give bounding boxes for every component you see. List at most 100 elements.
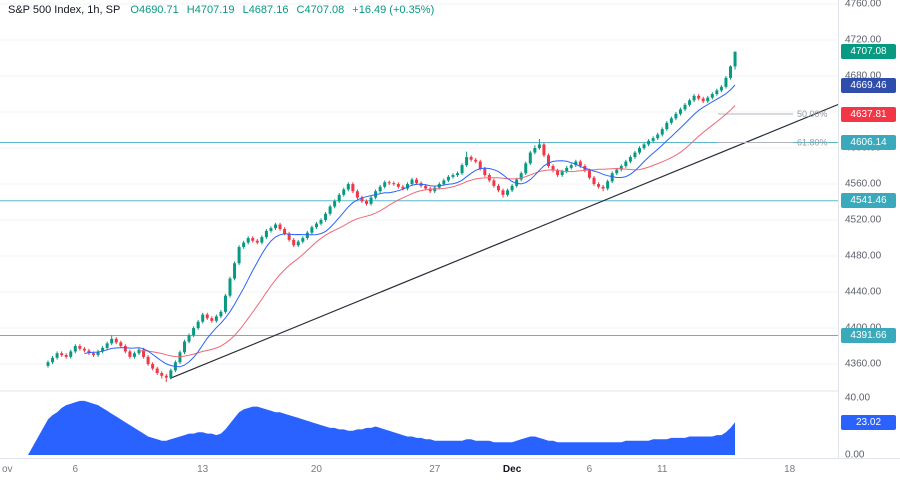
candle-body (719, 86, 723, 91)
price-axis[interactable]: 4760.004720.004680.004640.004600.004560.… (838, 0, 900, 461)
time-tick-label: 6 (72, 464, 79, 475)
candle-body (114, 338, 118, 343)
axis-tick-label: 4520.00 (845, 214, 882, 226)
price-badge: 4606.14 (841, 135, 896, 151)
axis-tick-label: 4560.00 (845, 178, 882, 190)
candle-body (342, 189, 346, 195)
time-tick-label: 13 (197, 464, 209, 475)
candle-body (365, 201, 368, 204)
time-tick-label: 27 (429, 464, 441, 475)
candle-body (692, 95, 696, 101)
candle-body (92, 353, 95, 356)
candle-body (137, 349, 141, 354)
price-badge: 23.02 (841, 414, 896, 430)
candle-body (515, 179, 519, 186)
candle-body (547, 155, 550, 167)
candle-body (287, 233, 291, 240)
axis-tick-label: 4480.00 (845, 250, 882, 262)
candle-body (424, 185, 428, 189)
axis-tick-label: 4760.00 (845, 0, 882, 10)
candle-body (446, 176, 450, 181)
high-readout: H4707.19 (187, 4, 235, 16)
candle-body (264, 230, 268, 238)
candle-body (324, 213, 328, 221)
candle-body (474, 159, 478, 162)
candle-body (665, 122, 669, 130)
candle-body (724, 77, 728, 87)
candle-body (333, 201, 337, 207)
candle-body (624, 161, 628, 167)
candle-body (587, 170, 591, 178)
candle-body (169, 370, 173, 378)
candle-body (733, 51, 737, 67)
candle-body (410, 179, 414, 185)
candle-body (214, 316, 218, 321)
candle-body (496, 185, 500, 191)
candle-body (251, 238, 255, 241)
candle-body (483, 168, 487, 176)
candle-body (219, 311, 223, 317)
axis-tick-label: 4360.00 (845, 358, 882, 370)
candle-body (688, 100, 692, 105)
candle-body (387, 182, 391, 184)
symbol-legend: S&P 500 Index, 1h, SP O4690.71 H4707.19 … (8, 4, 434, 16)
candle-body (46, 362, 50, 366)
ma-slow-line (138, 105, 736, 358)
chart-canvas[interactable]: 50.00% 61.80% (0, 0, 900, 458)
candle-body (510, 185, 514, 191)
candle-body (524, 163, 528, 174)
candle-body (151, 364, 155, 369)
candle-body (260, 237, 264, 243)
indicator-area (28, 400, 735, 455)
candle-body (283, 229, 287, 234)
close-readout: C4707.08 (297, 4, 345, 16)
axis-tick-label: 4440.00 (845, 286, 882, 298)
candle-body (537, 144, 541, 149)
candle-body (533, 148, 537, 153)
candle-body (233, 263, 237, 279)
candle-body (428, 188, 432, 192)
candle-body (615, 169, 619, 174)
candle-body (678, 109, 682, 114)
candle-body (105, 343, 109, 348)
candle-body (378, 186, 382, 192)
candle-body (597, 184, 601, 187)
candle-body (701, 98, 705, 102)
symbol-title[interactable]: S&P 500 Index, 1h, SP (8, 4, 121, 16)
candle-body (205, 314, 209, 319)
time-tick-label: 11 (657, 464, 668, 475)
candle-body (178, 352, 182, 363)
candle-body (119, 342, 123, 347)
candle-body (55, 353, 59, 358)
candle-body (160, 373, 164, 376)
candle-body (296, 241, 300, 246)
high-label: H (186, 4, 195, 16)
candle-body (301, 238, 305, 242)
close-value: 4707.08 (304, 4, 345, 16)
candle-body (519, 173, 523, 180)
fib-level-label: 50.00% (797, 109, 828, 119)
candle-body (201, 314, 205, 322)
candle-body (123, 346, 127, 352)
candle-body (292, 239, 296, 246)
close-label: C (296, 4, 305, 16)
axis-tick-label: 4680.00 (845, 70, 882, 82)
candle-body (319, 220, 323, 224)
time-axis[interactable]: ov 6 13 20 27 Dec 6 11 18 (0, 458, 900, 481)
time-tick-label: 18 (784, 464, 796, 475)
candle-body (528, 152, 532, 164)
candle-body (556, 170, 560, 176)
price-badge: 4541.46 (841, 193, 896, 209)
candle-body (237, 247, 241, 264)
candle-body (355, 191, 359, 198)
candle-body (633, 152, 637, 158)
candle-body (569, 165, 573, 168)
candle-body (442, 180, 446, 185)
candle-body (656, 134, 660, 139)
candle-body (642, 144, 646, 149)
trendline (169, 91, 869, 380)
price-badge: 4391.66 (841, 328, 896, 344)
candle-body (269, 228, 273, 231)
open-value: 4690.71 (138, 4, 179, 16)
candle-body (196, 321, 200, 329)
